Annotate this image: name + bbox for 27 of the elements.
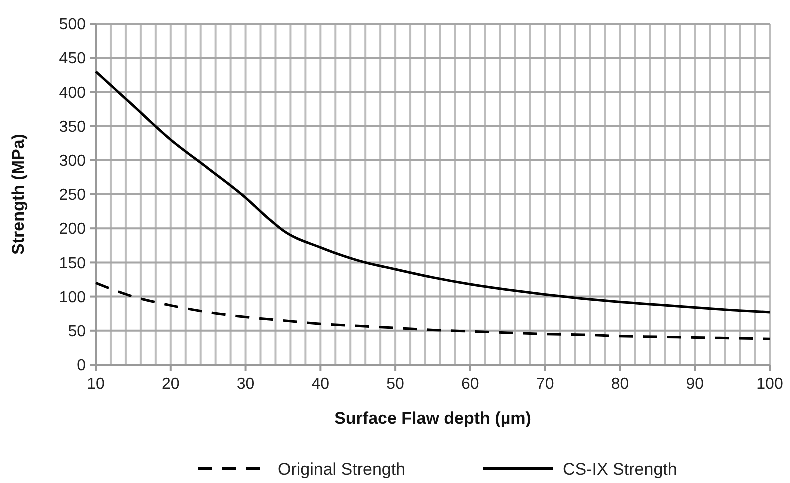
y-tick-label: 250 (59, 187, 86, 204)
y-tick-label: 150 (59, 255, 86, 272)
y-tick-label: 0 (77, 358, 86, 375)
y-tick-label: 350 (59, 118, 86, 136)
y-tick-label: 50 (68, 324, 86, 340)
y-tick-label: 400 (59, 84, 86, 102)
y-tick-label: 100 (59, 289, 86, 306)
y-tick-label: 200 (59, 221, 86, 238)
x-tick-label: 60 (462, 376, 480, 393)
x-tick-label: 10 (87, 376, 105, 393)
x-tick-label: 100 (756, 376, 784, 393)
x-tick-label: 50 (386, 376, 405, 393)
x-axis-title: Surface Flaw depth (µm) (334, 409, 532, 428)
x-tick-label: 90 (686, 376, 704, 393)
line-series (94, 70, 772, 314)
legend-label: CS-IX Strength (563, 460, 678, 479)
line-series (94, 282, 772, 340)
y-axis-title: Strength (MPa) (9, 134, 28, 255)
y-tick-label: 500 (59, 16, 86, 34)
y-tick-label: 300 (59, 153, 86, 170)
y-tick-label: 450 (59, 50, 86, 68)
x-tick-label: 30 (236, 376, 255, 393)
x-tick-label: 70 (536, 376, 554, 393)
x-tick-label: 40 (312, 376, 330, 393)
legend-label: Original Strength (278, 460, 406, 479)
x-tick-label: 20 (162, 376, 180, 393)
x-tick-label: 80 (611, 376, 630, 393)
